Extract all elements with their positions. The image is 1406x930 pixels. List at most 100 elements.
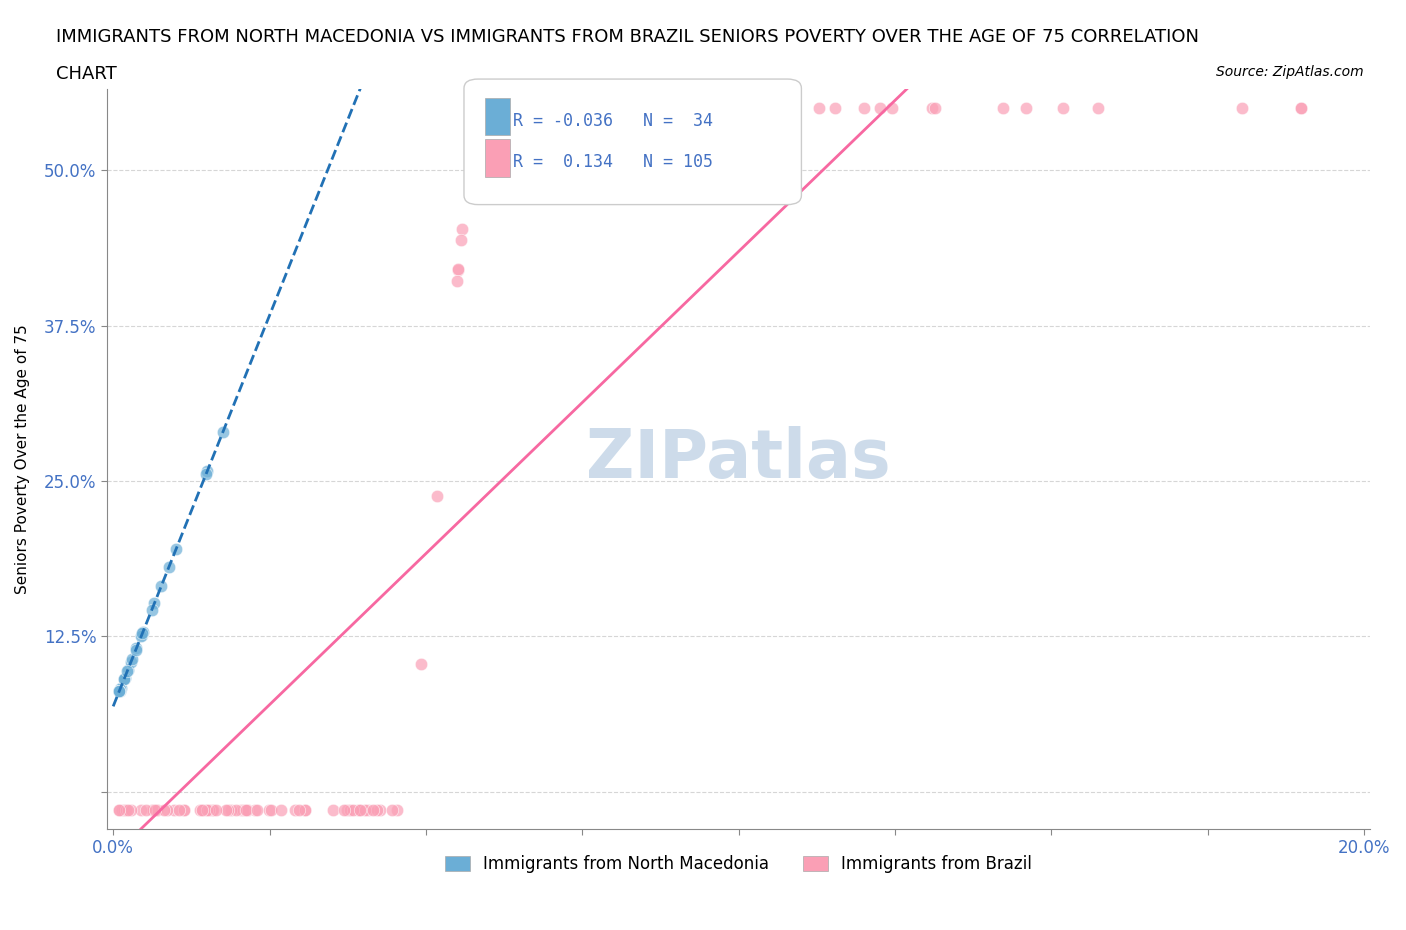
Point (551, 100, 574, 115)
Point (167, 803, 190, 817)
Point (108, 684, 131, 698)
Point (921, 100, 943, 115)
Point (108, 684, 131, 698)
Point (114, 671, 136, 685)
Point (125, 643, 148, 658)
Point (188, 803, 211, 817)
Point (426, 489, 449, 504)
Point (260, 803, 283, 817)
Point (339, 803, 361, 817)
Point (129, 629, 152, 644)
Point (342, 803, 364, 817)
Point (450, 232, 472, 247)
Point (852, 100, 875, 115)
Point (108, 803, 131, 817)
Text: IMMIGRANTS FROM NORTH MACEDONIA VS IMMIGRANTS FROM BRAZIL SENIORS POVERTY OVER T: IMMIGRANTS FROM NORTH MACEDONIA VS IMMIG… (56, 28, 1199, 46)
Point (595, 100, 617, 115)
Point (141, 803, 163, 817)
Point (153, 803, 176, 817)
Point (108, 684, 131, 698)
Point (141, 603, 163, 618)
Point (146, 803, 169, 817)
Point (356, 803, 378, 817)
Point (880, 100, 903, 115)
Point (472, 100, 495, 115)
Point (1291, 100, 1313, 115)
Point (225, 803, 247, 817)
Point (211, 425, 233, 440)
Point (349, 803, 371, 817)
Point (336, 803, 359, 817)
Point (506, 100, 529, 115)
Point (108, 682, 131, 697)
Point (110, 680, 132, 695)
Y-axis label: Seniors Poverty Over the Age of 75: Seniors Poverty Over the Age of 75 (15, 325, 30, 594)
Point (120, 803, 142, 817)
Point (238, 803, 260, 817)
Point (485, 100, 508, 115)
Point (112, 672, 135, 687)
Text: Source: ZipAtlas.com: Source: ZipAtlas.com (1216, 65, 1364, 79)
Point (1015, 100, 1038, 115)
Point (214, 803, 236, 817)
Point (173, 803, 195, 817)
Point (232, 803, 254, 817)
Point (550, 100, 572, 115)
Point (447, 261, 470, 276)
Point (121, 651, 143, 666)
Point (233, 803, 256, 817)
Point (142, 803, 165, 817)
Point (108, 684, 131, 698)
Point (163, 803, 186, 817)
Point (131, 628, 153, 643)
Point (519, 100, 541, 115)
Point (201, 803, 224, 817)
Point (447, 262, 470, 277)
Point (991, 100, 1014, 115)
Point (143, 596, 166, 611)
Point (688, 100, 710, 115)
Point (132, 625, 155, 640)
Point (924, 100, 946, 115)
Point (108, 684, 131, 698)
Point (346, 803, 368, 817)
Point (869, 100, 891, 115)
Point (219, 803, 242, 817)
Point (108, 803, 131, 817)
Point (143, 803, 166, 817)
Point (1052, 100, 1074, 115)
Point (294, 803, 316, 817)
Point (117, 663, 139, 678)
Point (197, 803, 219, 817)
Point (117, 803, 139, 817)
Point (288, 803, 311, 817)
Point (165, 541, 187, 556)
Point (1087, 100, 1109, 115)
Point (284, 803, 307, 817)
Point (195, 467, 218, 482)
Text: ZIPatlas: ZIPatlas (586, 426, 891, 492)
Point (491, 100, 513, 115)
Point (195, 803, 218, 817)
Point (108, 684, 131, 698)
Point (218, 803, 240, 817)
Point (1291, 100, 1313, 115)
Point (385, 803, 408, 817)
Legend: Immigrants from North Macedonia, Immigrants from Brazil: Immigrants from North Macedonia, Immigra… (439, 848, 1039, 880)
Point (108, 684, 131, 698)
Point (235, 803, 257, 817)
Point (195, 803, 218, 817)
Point (246, 803, 269, 817)
Point (117, 662, 139, 677)
Point (111, 803, 134, 817)
Point (322, 803, 344, 817)
Point (531, 100, 554, 115)
Point (231, 803, 253, 817)
Point (191, 803, 214, 817)
Point (686, 100, 709, 115)
Point (368, 803, 391, 817)
Point (120, 655, 142, 670)
Point (204, 803, 226, 817)
Point (112, 671, 135, 686)
Point (807, 100, 830, 115)
